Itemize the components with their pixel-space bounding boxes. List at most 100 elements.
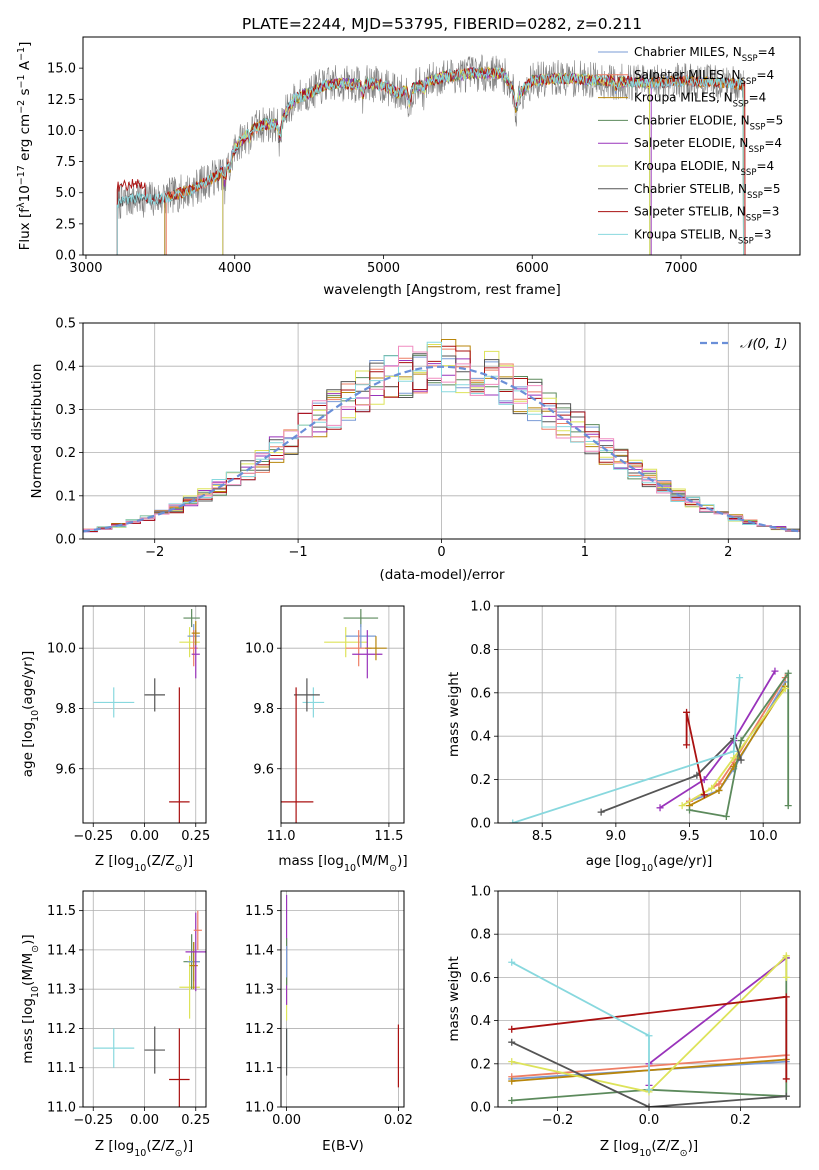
error-bar-point [352, 630, 383, 679]
x-tick-label: 8.5 [532, 829, 553, 844]
y-axis-label: mass [log10(M/M⊙)] [20, 934, 41, 1063]
mass-weight-marker [700, 791, 708, 799]
mass-weight-marker [737, 756, 745, 764]
y-tick-label: 10.0 [47, 124, 76, 139]
x-axis-label: wavelength [Angstrom, rest frame] [323, 282, 561, 298]
x-tick-label: 0.25 [181, 1113, 210, 1128]
mass-weight-line [681, 687, 787, 807]
x-tick-label: −0.2 [542, 1113, 574, 1128]
y-axis-label: Flux [fλ10−17 erg cm−2 s−1 A−1] [16, 42, 34, 251]
x-tick-label: 0.00 [130, 829, 159, 844]
mass-weight-marker [700, 776, 708, 784]
x-tick-label: −0.25 [73, 829, 113, 844]
x-tick-label: −2 [145, 545, 164, 560]
error-bar-point [179, 955, 200, 1019]
error-bar-point [169, 687, 190, 823]
mass-weight-marker [715, 780, 723, 788]
y-axis-label: mass weight [446, 672, 462, 757]
mass-weight-marker [683, 741, 691, 749]
mass-weight-marker [597, 808, 605, 816]
error-bar-point [365, 636, 387, 661]
mass-weight-marker [508, 958, 516, 966]
mass-weight-marker [645, 1103, 653, 1107]
y-tick-label: 15.0 [47, 62, 76, 77]
y-tick-label: 0.3 [55, 403, 76, 418]
y-tick-label: 11.3 [47, 983, 76, 998]
error-bar-point [302, 687, 325, 718]
error-bar-point [189, 942, 198, 990]
y-tick-label: 11.1 [47, 1061, 76, 1076]
axes-frame [497, 605, 801, 824]
x-tick-label: 1 [581, 545, 589, 560]
y-tick-label: 11.1 [245, 1061, 274, 1076]
y-tick-label: 11.3 [245, 983, 274, 998]
mass-weight-marker [771, 667, 779, 675]
y-tick-label: 7.5 [55, 155, 76, 170]
x-axis-label: Z [log10(Z/Z⊙)] [95, 1138, 193, 1159]
legend-entry: 𝒩(0, 1) [740, 337, 787, 352]
residual-histogram [83, 345, 800, 534]
y-tick-label: 0.4 [470, 1014, 491, 1029]
error-bar-point [191, 621, 200, 646]
legend-entry: Kroupa MILES, NSSP=4 [634, 91, 766, 110]
y-tick-label: 0.6 [470, 686, 491, 701]
y-tick-label: 1.0 [470, 600, 491, 615]
x-tick-label: −1 [289, 545, 308, 560]
y-tick-label: 0.2 [55, 446, 76, 461]
x-tick-label: 0.25 [181, 829, 210, 844]
mass-weight-line [511, 953, 788, 1093]
mass-weight-marker [737, 737, 745, 745]
mass-weight-marker [508, 1077, 516, 1085]
y-tick-label: 0.2 [470, 773, 491, 788]
y-tick-label: 0.6 [470, 971, 491, 986]
axes-frame [82, 890, 207, 1108]
x-tick-label: 9.0 [606, 829, 627, 844]
mass-vs-metallicity-panel: −0.25 0.00 0.25 11.0 11.1 11.2 11.3 11.4 11.5 Z [… [20, 890, 210, 1159]
y-axis-label: age [log10(age/yr)] [20, 651, 41, 777]
y-tick-label: 0.2 [470, 1057, 491, 1072]
age-vs-mass-panel: 11.0 11.5 9.6 9.8 10.0 mass [log10(M/M⊙)] [245, 605, 408, 874]
x-axis-label: age [log10(age/yr)] [586, 853, 712, 874]
error-bar-point [324, 627, 368, 658]
x-axis-label: Z [log10(Z/Z⊙)] [95, 853, 193, 874]
mass-weight-marker [678, 802, 686, 810]
error-bar-point [281, 687, 314, 823]
axes-frame [280, 890, 405, 1108]
mass-weight-marker [784, 669, 792, 677]
mass-weight-marker [782, 993, 790, 1001]
mass-weight-vs-metallicity-panel: −0.2 0.0 0.2 0.0 0.2 0.4 0.6 0.8 1.0 mass weight Z… [446, 885, 801, 1159]
x-tick-label: 10.0 [749, 829, 778, 844]
error-bar-point [144, 1026, 165, 1074]
mass-weight-marker [722, 812, 730, 820]
y-tick-label: 0.4 [470, 730, 491, 745]
x-tick-label: 3000 [69, 261, 102, 276]
mass-vs-extinction-panel: 0.00 0.02 11.0 11.1 11.2 11.3 11.4 11.5 E(B-V) [245, 890, 413, 1154]
y-tick-label: 9.8 [253, 702, 274, 717]
y-tick-label: 0.8 [470, 643, 491, 658]
y-tick-label: 0.8 [470, 928, 491, 943]
x-tick-label: 5000 [367, 261, 400, 276]
mass-weight-marker [730, 747, 738, 755]
y-tick-label: 2.5 [55, 217, 76, 232]
mass-weight-marker [784, 802, 792, 810]
x-axis-label: (data-model)/error [379, 567, 505, 583]
x-tick-label: 11.0 [267, 829, 296, 844]
y-tick-label: 0.5 [55, 317, 76, 332]
mass-weight-marker [782, 1075, 790, 1083]
legend-entry: Salpeter ELODIE, NSSP=4 [634, 136, 782, 155]
y-tick-label: 10.0 [245, 642, 274, 657]
error-bar-point [169, 1028, 190, 1107]
mass-weight-marker [686, 806, 694, 814]
y-tick-label: 0.0 [55, 533, 76, 548]
mass-weight-marker [645, 1032, 653, 1040]
normal-curve [83, 365, 800, 533]
spectrum-panel: 3000 4000 5000 6000 7000 0.0 2.5 5.0 7.5 10.0 12.5… [16, 36, 801, 298]
y-tick-label: 11.2 [245, 1022, 274, 1037]
mass-weight-marker [782, 973, 790, 981]
y-tick-label: 12.5 [47, 93, 76, 108]
x-tick-label: 0.00 [130, 1113, 159, 1128]
error-bar-point [185, 912, 206, 992]
mass-weight-line [659, 670, 776, 809]
axes-frame [82, 36, 801, 256]
